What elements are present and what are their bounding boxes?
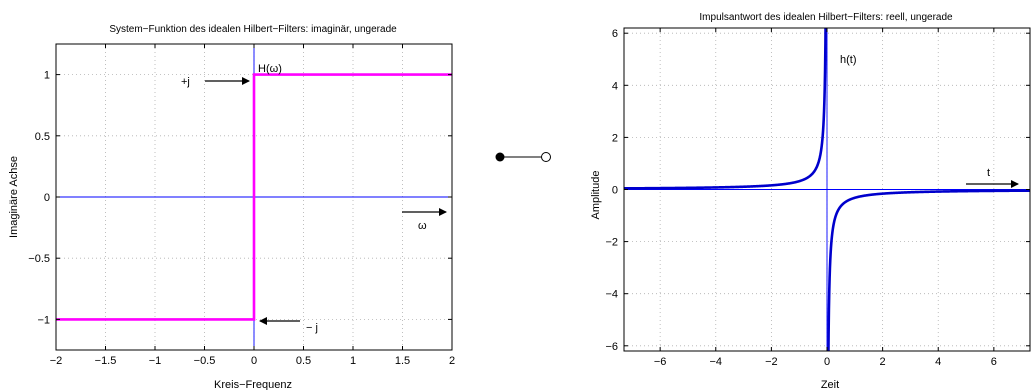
chart-1-y-tick-label: 1 bbox=[44, 70, 50, 82]
chart-2-y-tick-label: 2 bbox=[612, 132, 618, 144]
chart-2-x-tick-label: 6 bbox=[991, 356, 997, 368]
chart-1-x-tick-label: −1.5 bbox=[95, 355, 117, 367]
chart-1-series bbox=[56, 73, 452, 321]
connector-filled-dot bbox=[495, 152, 505, 162]
chart-2-x-tick-label: −2 bbox=[765, 356, 778, 368]
correspondence-connector bbox=[495, 152, 551, 162]
chart-1-series-line bbox=[56, 73, 452, 321]
chart-1-x-tick-label: −2 bbox=[50, 355, 63, 367]
chart-2-axis-lines bbox=[624, 28, 1030, 351]
chart-1-x-tick-label: 1.5 bbox=[395, 355, 410, 367]
chart-2-x-tick-label: 4 bbox=[935, 356, 941, 368]
chart-2-y-tick-label: 0 bbox=[612, 185, 618, 197]
chart-1-x-tick-label: 2 bbox=[449, 355, 455, 367]
chart-1-y-tick-label: −1 bbox=[37, 314, 50, 326]
chart-1-y-ticks: −1 −0.5 0 0.5 1 bbox=[28, 70, 452, 326]
chart-1-x-tick-label: 0.5 bbox=[296, 355, 311, 367]
chart-1-x-tick-label: 0 bbox=[251, 355, 257, 367]
chart-1-y-tick-label: −0.5 bbox=[28, 253, 50, 265]
chart-2-y-tick-label: 4 bbox=[612, 80, 618, 92]
chart-1-omega-label: ω bbox=[418, 220, 427, 232]
chart-1: System−Funktion des idealen Hilbert−Filt… bbox=[8, 24, 455, 390]
chart-1-y-tick-label: 0 bbox=[44, 192, 50, 204]
chart-1-minus-j-label: − j bbox=[306, 322, 318, 334]
chart-2-x-tick-label: 0 bbox=[824, 356, 830, 368]
chart-2-y-tick-label: −6 bbox=[605, 341, 618, 353]
chart-1-x-ticks: −2 −1.5 −1 −0.5 0 0.5 1 1.5 2 bbox=[50, 44, 455, 367]
chart-2-series bbox=[624, 28, 1030, 351]
chart-2-curve-label: h(t) bbox=[840, 54, 857, 66]
chart-1-x-label: Kreis−Frequenz bbox=[214, 379, 292, 390]
chart-1-plus-j-label: +j bbox=[181, 76, 190, 88]
chart-2-x-tick-label: −6 bbox=[654, 356, 667, 368]
chart-2-y-label: Amplitude bbox=[590, 171, 602, 220]
connector-open-circle bbox=[541, 152, 551, 162]
chart-2-series-line-negative-t bbox=[624, 28, 827, 190]
chart-1-y-label: Imaginäre Achse bbox=[8, 156, 20, 238]
chart-2-t-label: t bbox=[987, 167, 990, 179]
chart-2-title: Impulsantwort des idealen Hilbert−Filter… bbox=[699, 12, 953, 23]
chart-2-x-tick-label: 2 bbox=[880, 356, 886, 368]
chart-2-x-ticks: −6 −4 −2 0 2 4 6 bbox=[654, 28, 997, 368]
chart-1-x-tick-label: −0.5 bbox=[194, 355, 216, 367]
chart-2-y-tick-label: 6 bbox=[612, 28, 618, 40]
chart-1-x-tick-label: −1 bbox=[149, 355, 162, 367]
chart-2-y-tick-label: −4 bbox=[605, 289, 618, 301]
chart-1-title: System−Funktion des idealen Hilbert−Filt… bbox=[109, 24, 397, 35]
chart-1-curve-label: H(ω) bbox=[258, 63, 282, 75]
chart-2: Impulsantwort des idealen Hilbert−Filter… bbox=[590, 12, 1031, 390]
chart-2-x-tick-label: −4 bbox=[709, 356, 722, 368]
chart-1-x-tick-label: 1 bbox=[350, 355, 356, 367]
chart-2-y-tick-label: −2 bbox=[605, 237, 618, 249]
chart-1-y-tick-label: 0.5 bbox=[35, 131, 50, 143]
chart-2-series-line-positive-t bbox=[827, 189, 1030, 351]
chart-2-x-label: Zeit bbox=[821, 379, 839, 390]
chart-2-y-ticks: −6 −4 −2 0 2 4 6 bbox=[605, 28, 1030, 353]
